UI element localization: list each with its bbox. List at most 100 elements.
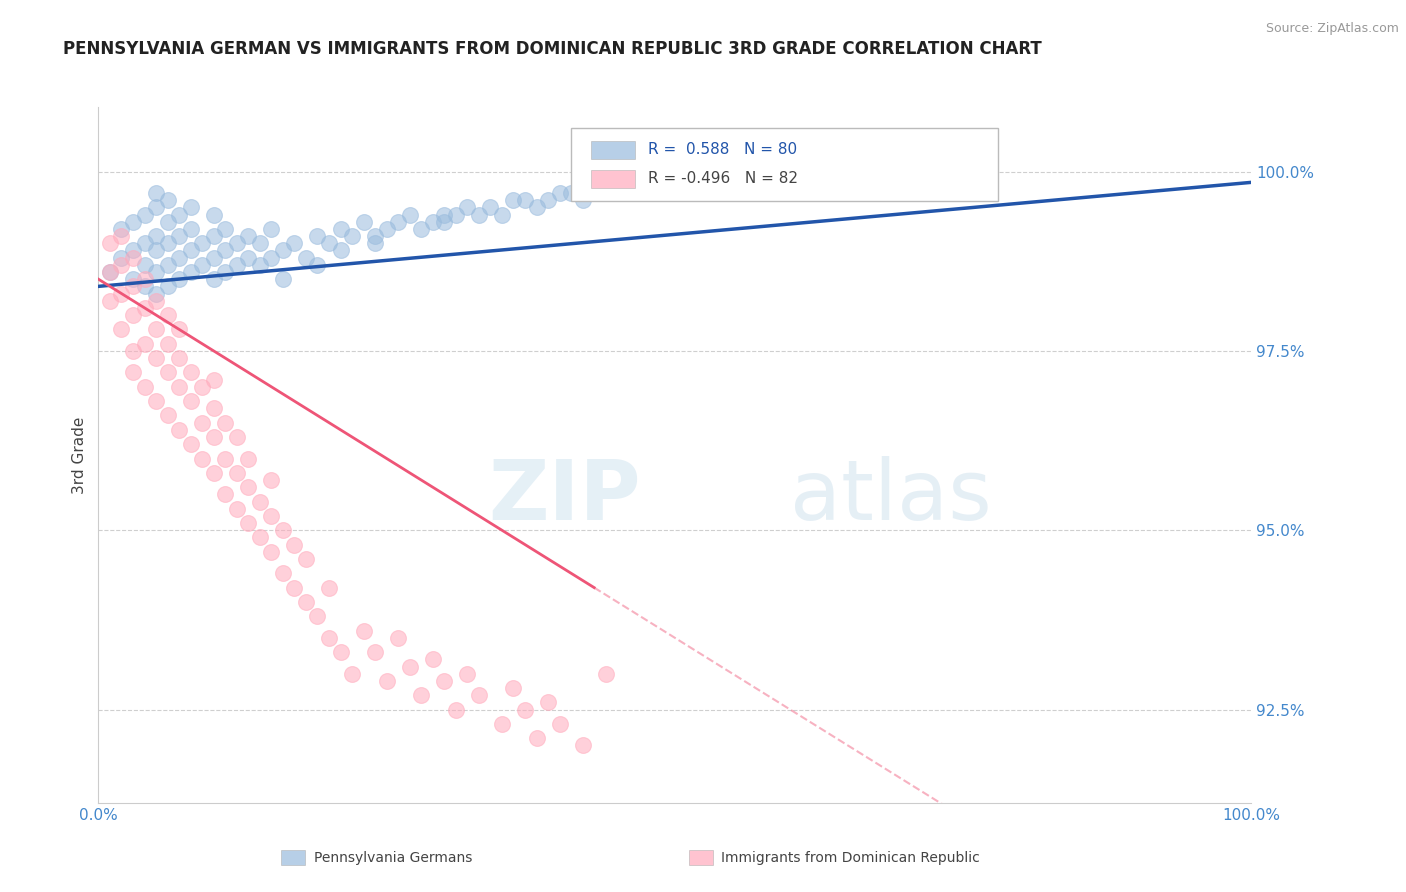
Point <box>444 208 467 222</box>
Point <box>145 265 167 279</box>
Point <box>548 717 571 731</box>
Point <box>134 236 156 251</box>
Point <box>571 739 593 753</box>
Point <box>180 201 202 215</box>
Point <box>191 236 214 251</box>
Point <box>156 409 179 423</box>
Point <box>353 215 375 229</box>
Point <box>456 666 478 681</box>
FancyBboxPatch shape <box>591 170 634 188</box>
Point <box>191 451 214 466</box>
Text: Source: ZipAtlas.com: Source: ZipAtlas.com <box>1265 22 1399 36</box>
Point <box>134 208 156 222</box>
Point <box>145 293 167 308</box>
Point <box>202 466 225 480</box>
Point <box>307 229 329 244</box>
Point <box>122 215 145 229</box>
Point <box>167 380 190 394</box>
Point <box>98 293 121 308</box>
Point <box>479 201 502 215</box>
Point <box>271 566 294 581</box>
Point <box>156 308 179 322</box>
Point <box>387 631 409 645</box>
Point <box>444 702 467 716</box>
Point <box>202 401 225 416</box>
Point <box>145 229 167 244</box>
Text: atlas: atlas <box>790 456 991 537</box>
Point <box>456 201 478 215</box>
Point <box>180 244 202 258</box>
Point <box>202 229 225 244</box>
Point <box>571 194 593 208</box>
Point <box>468 688 491 702</box>
Point <box>411 222 433 236</box>
Point <box>295 251 318 265</box>
Point <box>167 322 190 336</box>
Point <box>249 236 271 251</box>
Point <box>307 609 329 624</box>
Point <box>145 394 167 409</box>
Point <box>202 373 225 387</box>
Point <box>411 688 433 702</box>
Point <box>122 343 145 358</box>
Point <box>340 229 363 244</box>
Point <box>225 501 247 516</box>
Point <box>180 437 202 451</box>
Point <box>191 380 214 394</box>
Point <box>364 236 387 251</box>
Point <box>364 229 387 244</box>
Point <box>238 516 260 530</box>
Point <box>260 222 283 236</box>
Point <box>156 194 179 208</box>
Point <box>202 272 225 286</box>
Point <box>214 487 236 501</box>
Point <box>318 631 340 645</box>
Point <box>537 695 560 709</box>
Point <box>214 244 236 258</box>
Point <box>433 215 456 229</box>
Point <box>353 624 375 638</box>
Point <box>271 244 294 258</box>
Point <box>167 272 190 286</box>
Point <box>214 451 236 466</box>
Point <box>110 222 132 236</box>
Point <box>180 366 202 380</box>
Point <box>167 251 190 265</box>
Point <box>295 595 318 609</box>
Point <box>145 322 167 336</box>
Point <box>260 545 283 559</box>
Text: PENNSYLVANIA GERMAN VS IMMIGRANTS FROM DOMINICAN REPUBLIC 3RD GRADE CORRELATION : PENNSYLVANIA GERMAN VS IMMIGRANTS FROM D… <box>63 40 1042 58</box>
Y-axis label: 3rd Grade: 3rd Grade <box>72 417 87 493</box>
Point <box>468 208 491 222</box>
Point <box>145 351 167 365</box>
Point <box>191 258 214 272</box>
FancyBboxPatch shape <box>571 128 998 201</box>
Point <box>156 258 179 272</box>
Point <box>156 236 179 251</box>
Text: R =  0.588   N = 80: R = 0.588 N = 80 <box>648 142 797 157</box>
Point <box>548 186 571 200</box>
Point <box>156 336 179 351</box>
Point <box>422 215 444 229</box>
Point <box>283 538 305 552</box>
Point <box>491 208 513 222</box>
Point <box>156 215 179 229</box>
Point <box>387 215 409 229</box>
Point <box>180 222 202 236</box>
Point <box>145 286 167 301</box>
Point <box>433 673 456 688</box>
Point <box>134 272 156 286</box>
Point <box>249 530 271 544</box>
Point <box>422 652 444 666</box>
Point <box>318 236 340 251</box>
Point <box>214 416 236 430</box>
Point <box>526 731 548 746</box>
Point <box>329 244 352 258</box>
Point <box>364 645 387 659</box>
Point <box>260 473 283 487</box>
Point <box>238 451 260 466</box>
Point <box>225 236 247 251</box>
FancyBboxPatch shape <box>591 141 634 159</box>
Point <box>340 666 363 681</box>
Point <box>134 301 156 315</box>
